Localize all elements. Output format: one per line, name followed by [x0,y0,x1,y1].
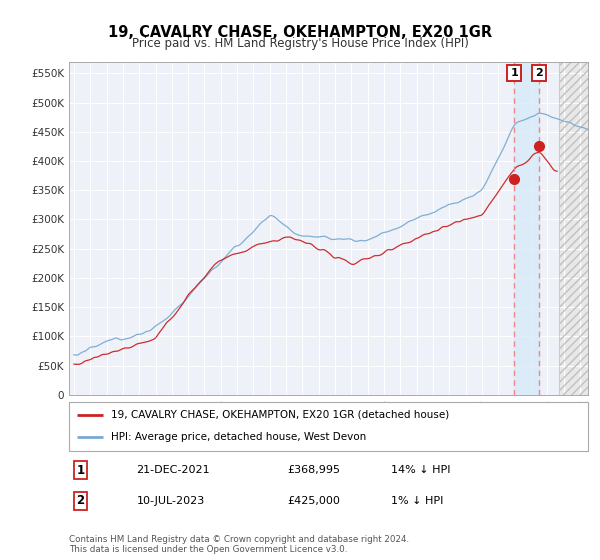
Text: 14% ↓ HPI: 14% ↓ HPI [391,465,450,475]
Text: 19, CAVALRY CHASE, OKEHAMPTON, EX20 1GR (detached house): 19, CAVALRY CHASE, OKEHAMPTON, EX20 1GR … [110,410,449,420]
Text: 10-JUL-2023: 10-JUL-2023 [136,496,205,506]
Bar [559,62,600,395]
Text: 19, CAVALRY CHASE, OKEHAMPTON, EX20 1GR: 19, CAVALRY CHASE, OKEHAMPTON, EX20 1GR [108,25,492,40]
Text: Price paid vs. HM Land Registry's House Price Index (HPI): Price paid vs. HM Land Registry's House … [131,37,469,50]
Text: 1: 1 [510,68,518,78]
Text: £368,995: £368,995 [287,465,340,475]
Text: 1: 1 [76,464,85,477]
Text: £425,000: £425,000 [287,496,340,506]
Text: HPI: Average price, detached house, West Devon: HPI: Average price, detached house, West… [110,432,366,442]
Text: 21-DEC-2021: 21-DEC-2021 [136,465,210,475]
Text: Contains HM Land Registry data © Crown copyright and database right 2024.
This d: Contains HM Land Registry data © Crown c… [69,535,409,554]
Text: 2: 2 [535,68,543,78]
Bar [559,62,600,395]
Text: 2: 2 [76,494,85,507]
Text: 1% ↓ HPI: 1% ↓ HPI [391,496,443,506]
Bar [514,62,539,395]
